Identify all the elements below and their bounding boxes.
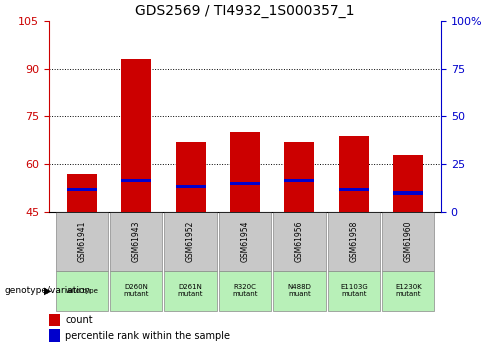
Text: E1230K
mutant: E1230K mutant <box>395 284 422 297</box>
Text: count: count <box>66 315 93 325</box>
Bar <box>230 182 260 185</box>
Text: GSM61960: GSM61960 <box>404 221 413 262</box>
Bar <box>110 212 162 271</box>
Title: GDS2569 / TI4932_1S000357_1: GDS2569 / TI4932_1S000357_1 <box>135 4 355 18</box>
Bar <box>49 314 60 326</box>
Bar <box>273 271 325 310</box>
Bar <box>339 188 369 191</box>
Bar <box>230 132 260 212</box>
Bar <box>285 142 315 212</box>
Bar <box>219 212 271 271</box>
Text: R320C
mutant: R320C mutant <box>232 284 258 297</box>
Bar <box>55 271 108 310</box>
Text: genotype/variation: genotype/variation <box>5 286 91 295</box>
Bar <box>393 155 423 212</box>
Bar <box>273 212 325 271</box>
Bar <box>121 59 151 212</box>
Bar <box>110 271 162 310</box>
Bar <box>285 179 315 182</box>
Text: GSM61958: GSM61958 <box>349 221 358 262</box>
Text: D261N
mutant: D261N mutant <box>178 284 203 297</box>
Bar <box>328 271 380 310</box>
Text: GSM61956: GSM61956 <box>295 221 304 262</box>
Bar <box>55 212 108 271</box>
Text: wild type: wild type <box>66 288 98 294</box>
Bar <box>328 212 380 271</box>
Bar <box>382 271 435 310</box>
Bar <box>393 191 423 195</box>
Bar <box>339 136 369 212</box>
Bar <box>121 179 151 182</box>
Bar <box>165 271 217 310</box>
Bar <box>67 174 97 212</box>
Bar <box>219 271 271 310</box>
Text: N488D
muant: N488D muant <box>288 284 311 297</box>
Text: percentile rank within the sample: percentile rank within the sample <box>66 331 230 341</box>
Bar <box>49 329 60 342</box>
Bar <box>175 185 205 188</box>
Text: GSM61952: GSM61952 <box>186 221 195 262</box>
Bar <box>67 188 97 191</box>
Text: GSM61941: GSM61941 <box>77 221 86 262</box>
Text: GSM61954: GSM61954 <box>241 221 249 262</box>
Text: GSM61943: GSM61943 <box>132 221 141 262</box>
Text: E1103G
mutant: E1103G mutant <box>340 284 368 297</box>
Bar <box>382 212 435 271</box>
Text: ▶: ▶ <box>44 286 52 296</box>
Bar <box>165 212 217 271</box>
Bar <box>175 142 205 212</box>
Text: D260N
mutant: D260N mutant <box>123 284 149 297</box>
